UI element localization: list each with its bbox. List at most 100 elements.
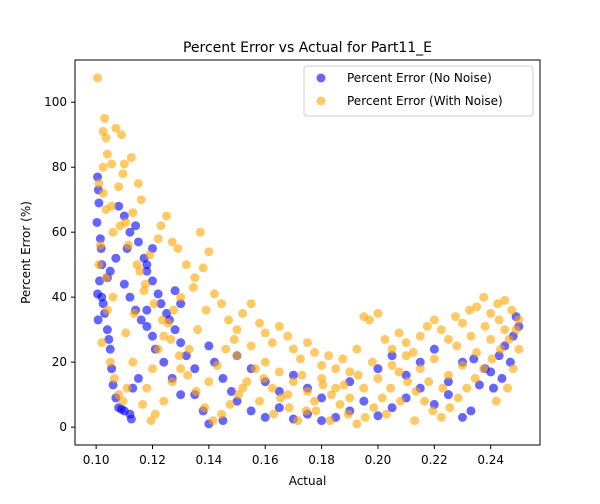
data-point-no-noise [92, 217, 102, 227]
data-point-with-noise [157, 315, 167, 325]
data-point-with-noise [267, 383, 277, 393]
data-point-no-noise [170, 325, 180, 335]
data-point-no-noise [288, 370, 298, 380]
data-point-with-noise [274, 367, 284, 377]
data-point-with-noise [466, 331, 476, 341]
data-point-with-noise [352, 344, 362, 354]
data-point-no-noise [159, 357, 169, 367]
data-point-no-noise [142, 260, 152, 270]
data-point-no-noise [142, 321, 152, 331]
data-point-with-noise [217, 299, 227, 309]
x-tick-label: 0.22 [421, 453, 448, 467]
data-point-with-noise [486, 334, 496, 344]
data-point-with-noise [162, 211, 172, 221]
data-point-with-noise [259, 373, 269, 383]
data-point-with-noise [458, 360, 467, 370]
data-point-no-noise [148, 276, 157, 286]
data-point-with-noise [107, 201, 117, 211]
data-point-with-noise [284, 403, 294, 413]
data-point-no-noise [373, 364, 383, 374]
data-point-no-noise [218, 373, 228, 383]
data-point-with-noise [436, 412, 446, 422]
data-point-with-noise [184, 344, 194, 354]
legend-label-no-noise: Percent Error (No Noise) [347, 71, 492, 85]
legend-label-with-noise: Percent Error (With Noise) [347, 94, 503, 108]
data-point-with-noise [156, 221, 166, 231]
data-point-with-noise [438, 383, 448, 393]
data-point-with-noise [303, 338, 312, 348]
data-point-with-noise [107, 159, 117, 169]
data-point-with-noise [210, 289, 219, 299]
y-tick-label: 80 [52, 160, 67, 174]
data-point-no-noise [131, 221, 141, 231]
y-tick-label: 40 [52, 290, 67, 304]
data-point-with-noise [507, 305, 517, 315]
data-point-no-noise [474, 380, 484, 390]
data-point-with-noise [491, 396, 501, 406]
data-point-with-noise [119, 159, 129, 169]
x-axis-label: Actual [289, 474, 327, 488]
data-point-with-noise [94, 260, 104, 270]
data-point-with-noise [415, 364, 425, 374]
data-point-with-noise [496, 344, 506, 354]
data-point-no-noise [466, 406, 476, 416]
data-point-with-noise [353, 370, 363, 380]
data-point-no-noise [119, 279, 129, 289]
data-point-with-noise [97, 338, 107, 348]
data-point-with-noise [445, 403, 455, 413]
data-point-with-noise [345, 367, 355, 377]
data-point-no-noise [458, 412, 467, 422]
data-point-no-noise [104, 334, 114, 344]
x-tick-label: 0.16 [252, 453, 279, 467]
data-point-with-noise [293, 416, 303, 426]
data-point-no-noise [156, 299, 166, 309]
data-point-no-noise [429, 344, 439, 354]
data-point-with-noise [365, 315, 374, 325]
data-point-with-noise [394, 367, 404, 377]
data-point-with-noise [166, 334, 176, 344]
data-point-with-noise [167, 237, 177, 247]
data-point-no-noise [148, 331, 157, 341]
data-point-with-noise [317, 360, 327, 370]
data-point-with-noise [396, 396, 405, 406]
plot-frame [74, 59, 541, 446]
data-point-with-noise [360, 412, 370, 422]
data-point-with-noise [276, 393, 286, 403]
data-point-with-noise [232, 325, 242, 335]
data-point-with-noise [204, 377, 214, 387]
data-point-with-noise [217, 409, 227, 419]
x-tick-label: 0.24 [477, 453, 504, 467]
data-point-with-noise [458, 318, 467, 328]
data-point-with-noise [387, 360, 397, 370]
data-point-with-noise [401, 351, 411, 361]
data-point-with-noise [324, 351, 334, 361]
data-point-with-noise [310, 347, 320, 357]
data-point-no-noise [176, 299, 186, 309]
data-point-no-noise [415, 357, 425, 367]
data-point-with-noise [140, 279, 150, 289]
x-tick-label: 0.10 [83, 453, 110, 467]
chart-title: Percent Error vs Actual for Part11_E [183, 40, 432, 56]
series-with-noise [93, 73, 524, 429]
data-point-with-noise [394, 328, 404, 338]
data-point-with-noise [508, 364, 518, 374]
data-point-with-noise [443, 334, 453, 344]
data-point-with-noise [472, 302, 482, 312]
data-point-with-noise [297, 370, 307, 380]
data-point-with-noise [422, 321, 432, 331]
data-point-with-noise [339, 380, 349, 390]
y-axis-ticks: 0 20 40 60 80 100 [44, 95, 75, 434]
data-point-with-noise [401, 338, 411, 348]
data-point-with-noise [146, 416, 156, 426]
data-point-with-noise [128, 357, 138, 367]
data-point-no-noise [153, 289, 163, 299]
data-point-no-noise [387, 351, 397, 361]
data-point-no-noise [317, 416, 327, 426]
data-point-with-noise [136, 195, 146, 205]
data-point-with-noise [133, 178, 143, 188]
data-point-with-noise [183, 370, 193, 380]
x-tick-label: 0.20 [365, 453, 392, 467]
data-point-with-noise [108, 227, 118, 237]
data-point-with-noise [386, 383, 396, 393]
